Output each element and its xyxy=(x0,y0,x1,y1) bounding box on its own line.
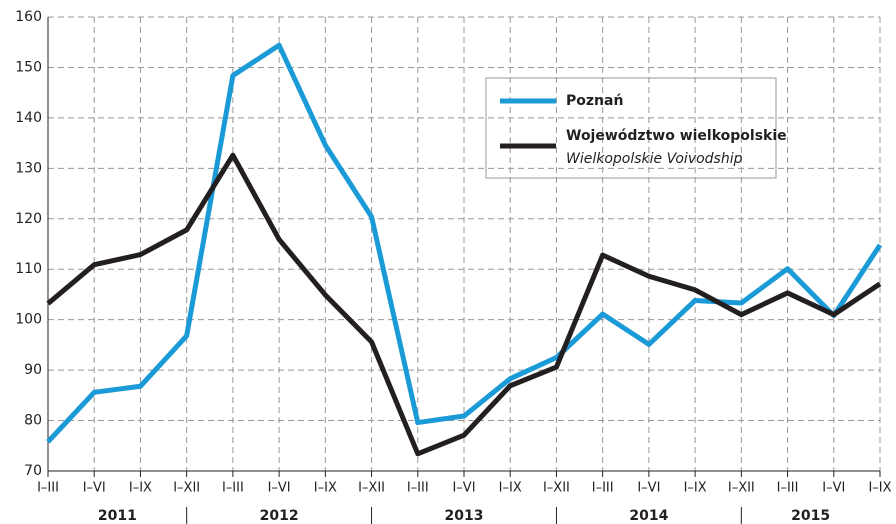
x-tick-label: I–XII xyxy=(728,481,755,496)
legend-sublabel: Wielkopolskie Voivodship xyxy=(566,151,743,167)
x-tick-label: I–III xyxy=(777,481,799,496)
y-tick-label: 100 xyxy=(15,312,42,328)
x-tick-label: I–IX xyxy=(684,481,707,496)
x-tick-label: I–III xyxy=(592,481,614,496)
year-label: 2013 xyxy=(445,508,484,524)
x-tick-label: I–IX xyxy=(314,481,337,496)
year-label: 2011 xyxy=(98,508,137,524)
x-tick-label: I–IX xyxy=(129,481,152,496)
y-tick-label: 80 xyxy=(24,413,42,429)
y-tick-label: 160 xyxy=(15,9,42,25)
x-tick-label: I–VI xyxy=(268,481,291,496)
x-tick-label: I–III xyxy=(222,481,244,496)
x-tick-label: I–XII xyxy=(543,481,570,496)
x-tick-label: I–IX xyxy=(868,481,891,496)
legend-label: Województwo wielkopolskie xyxy=(566,128,787,144)
x-tick-label: I–VI xyxy=(637,481,660,496)
series-line xyxy=(46,152,882,457)
year-label: 2012 xyxy=(260,508,299,524)
legend-label: Poznań xyxy=(566,93,623,109)
y-tick-label: 120 xyxy=(15,211,42,227)
x-tick-label: I–VI xyxy=(822,481,845,496)
y-tick-label: 130 xyxy=(15,160,42,176)
x-tick-label: I–III xyxy=(407,481,429,496)
x-tick-label: I–IX xyxy=(499,481,522,496)
x-tick-label: I–VI xyxy=(83,481,106,496)
year-label: 2015 xyxy=(791,508,830,524)
x-tick-label: I–XII xyxy=(173,481,200,496)
y-tick-label: 140 xyxy=(15,110,42,126)
y-tick-label: 90 xyxy=(24,362,42,378)
x-tick-label: I–XII xyxy=(358,481,385,496)
x-tick-label: I–VI xyxy=(452,481,475,496)
y-tick-label: 70 xyxy=(24,463,42,479)
legend-box xyxy=(485,77,777,179)
x-tick-label: I–III xyxy=(37,481,59,496)
series-line xyxy=(46,42,883,444)
y-tick-label: 110 xyxy=(15,261,42,277)
y-tick-label: 150 xyxy=(15,59,42,75)
year-label: 2014 xyxy=(629,508,668,524)
